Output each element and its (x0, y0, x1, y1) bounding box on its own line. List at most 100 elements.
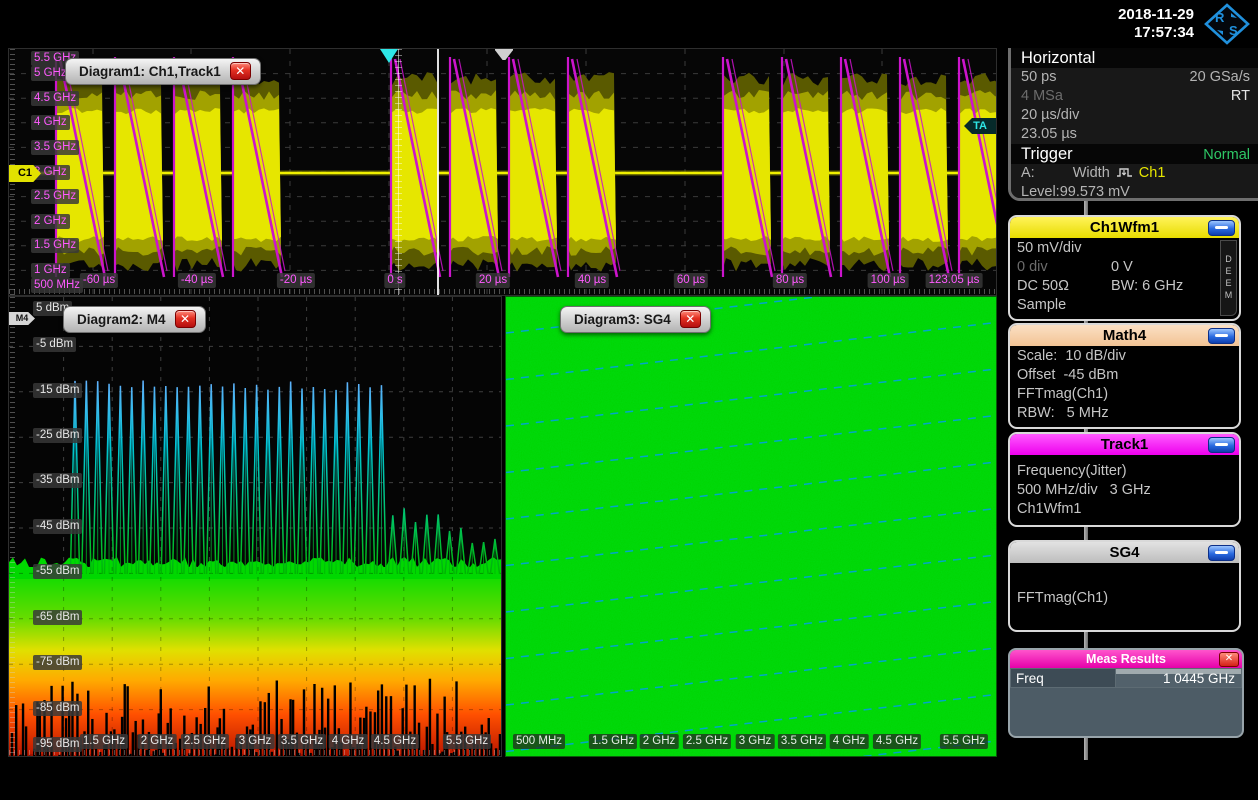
resolution-row[interactable]: 50 ps 20 GSa/s (1011, 68, 1258, 87)
diagram2[interactable]: Diagram2: M4 ✕ M4 5 dBm -5 dBm -15 dBm -25 … (8, 296, 502, 757)
position-row[interactable]: 23.05 µs (1011, 125, 1258, 144)
diagram2-tab[interactable]: Diagram2: M4 ✕ (63, 306, 206, 333)
track1-badge[interactable]: Track1 Frequency(Jitter) 500 MHz/div 3 G… (1008, 432, 1241, 527)
diagram1[interactable]: Diagram1: Ch1,Track1 ✕ C1 TA 5.5 GHz 5 GH… (8, 48, 997, 296)
sg4-expression: FFTmag(Ch1) (1017, 590, 1109, 606)
sg4-spectrogram (506, 297, 996, 756)
ch1-scale: 50 mV/div (1017, 240, 1082, 256)
math4-badge-header[interactable]: Math4 (1010, 325, 1239, 346)
diagram1-title: Diagram1: Ch1,Track1 (79, 63, 221, 79)
d3-x-label: 1.5 GHz (588, 734, 638, 749)
trigger-source-value: Ch1 (1138, 165, 1166, 181)
ch1wfm1-minimize-button[interactable] (1208, 220, 1235, 236)
d2-x-label: 1.5 GHz (79, 734, 129, 749)
acquisition-mode-value: RT (1230, 88, 1250, 104)
d3-x-label: 4 GHz (829, 734, 869, 749)
trigger-title: Trigger (1021, 145, 1073, 163)
d1-y-label: 4.5 GHz (31, 91, 80, 106)
math4-minimize-button[interactable] (1208, 328, 1235, 344)
track1-waveform: Ch1Wfm1 (1017, 501, 1082, 517)
d1-x-label: 60 µs (673, 273, 709, 288)
meas-label: Freq (1010, 668, 1116, 688)
diagram3-tab[interactable]: Diagram3: SG4 ✕ (560, 306, 711, 333)
track1-source: Frequency(Jitter) (1017, 463, 1127, 479)
d1-y-label: 4 GHz (31, 115, 70, 130)
c1-channel-marker[interactable]: C1 (9, 165, 41, 182)
d2-y-label: -65 dBm (33, 610, 83, 625)
math4-scale: Scale: 10 dB/div (1017, 348, 1126, 364)
trigger-source-row[interactable]: A: Width Ch1 (1011, 164, 1258, 183)
horizontal-trigger-panel[interactable]: Horizontal 50 ps 20 GSa/s 4 MSa RT 20 µs… (1008, 48, 1258, 201)
diagram3-title: Diagram3: SG4 (574, 311, 671, 327)
deembedding-tab[interactable]: DEEM (1220, 240, 1237, 316)
resolution-value: 50 ps (1021, 69, 1057, 85)
diagram3[interactable]: Diagram3: SG4 ✕ 500 MHz 1.5 GHz 2 GHz 2.5 G… (505, 296, 997, 757)
diagram2-close-button[interactable]: ✕ (174, 310, 196, 328)
time-scale-value: 20 µs/div (1021, 107, 1080, 123)
math4-expression: FFTmag(Ch1) (1017, 386, 1109, 402)
horizontal-header[interactable]: Horizontal (1011, 48, 1258, 68)
track1-minimize-button[interactable] (1208, 437, 1235, 453)
track1-badge-header[interactable]: Track1 (1010, 434, 1239, 455)
sg4-badge-title: SG4 (1109, 544, 1140, 561)
d2-x-label: 2.5 GHz (180, 734, 230, 749)
sg4-badge-header[interactable]: SG4 (1010, 542, 1239, 563)
d3-x-label: 5.5 GHz (939, 734, 989, 749)
time-scale-row[interactable]: 20 µs/div (1011, 106, 1258, 125)
record-length-row[interactable]: 4 MSa RT (1011, 87, 1258, 106)
d1-x-label: 0 s (384, 273, 406, 288)
diagram1-close-button[interactable]: ✕ (229, 62, 251, 80)
d2-y-label: -55 dBm (33, 564, 83, 579)
d2-y-label: -85 dBm (33, 701, 83, 716)
math4-badge[interactable]: Math4 Scale: 10 dB/div Offset -45 dBm FF… (1008, 323, 1241, 429)
diagram3-close-button[interactable]: ✕ (679, 310, 701, 328)
d1-bottom-ruler (9, 289, 996, 294)
d2-x-label: 3.5 GHz (277, 734, 327, 749)
meas-results-header[interactable]: Meas Results ✕ (1010, 650, 1242, 668)
trigger-mode-value: Normal (1203, 147, 1250, 163)
meas-results-panel[interactable]: Meas Results ✕ Freq 1 0445 GHz (1008, 648, 1244, 738)
d3-x-label: 500 MHz (512, 734, 566, 749)
meas-results-title: Meas Results (1086, 652, 1166, 666)
reference-point-marker[interactable] (495, 49, 513, 60)
d1-y-label: 1.5 GHz (31, 238, 80, 253)
ch1-position: 0 div (1017, 259, 1048, 275)
record-length-value: 4 MSa (1021, 88, 1063, 104)
meas-result-row: Freq 1 0445 GHz (1010, 668, 1242, 688)
d2-x-label: 4 GHz (328, 734, 368, 749)
diagram1-tab[interactable]: Diagram1: Ch1,Track1 ✕ (65, 58, 261, 85)
date-text: 2018-11-29 (1118, 6, 1194, 23)
meas-results-close-button[interactable]: ✕ (1219, 652, 1239, 667)
track1-scale: 500 MHz/div 3 GHz (1017, 482, 1151, 498)
trigger-position-marker[interactable] (380, 49, 398, 63)
d3-x-label: 3.5 GHz (777, 734, 827, 749)
ch1-bandwidth: BW: 6 GHz (1111, 278, 1184, 294)
d2-x-label: 5.5 GHz (442, 734, 492, 749)
d1-x-label: 80 µs (772, 273, 808, 288)
d2-y-label: -15 dBm (33, 383, 83, 398)
d1-x-label: 123.05 µs (925, 273, 983, 288)
trigger-level-row[interactable]: Level:99.573 mV (1011, 183, 1258, 198)
trigger-type-value: Width (1072, 165, 1110, 181)
d2-y-label: -95 dBm (33, 737, 83, 752)
m4-waveform-marker[interactable]: M4 (9, 312, 35, 325)
trigger-ruler-line[interactable] (398, 49, 399, 295)
horizontal-title: Horizontal (1021, 49, 1096, 67)
d1-x-label: 100 µs (867, 273, 909, 288)
sg4-badge[interactable]: SG4 FFTmag(Ch1) (1008, 540, 1241, 632)
svg-text:R: R (1215, 10, 1225, 25)
trigger-level-marker[interactable]: TA (964, 118, 996, 134)
trigger-sequence-label: A: (1021, 165, 1035, 181)
d1-y-label: 3 GHz (31, 165, 70, 180)
d2-x-label: 4.5 GHz (370, 734, 420, 749)
d3-x-label: 3 GHz (735, 734, 775, 749)
trigger-header[interactable]: Trigger Normal (1011, 144, 1258, 164)
d2-y-label: 5 dBm (33, 301, 73, 316)
width-trigger-icon (1116, 164, 1133, 183)
math4-offset: Offset -45 dBm (1017, 367, 1119, 383)
ch1wfm1-badge-header[interactable]: Ch1Wfm1 (1010, 217, 1239, 238)
sg4-minimize-button[interactable] (1208, 545, 1235, 561)
cursor-line[interactable] (437, 49, 439, 295)
ch1wfm1-badge[interactable]: Ch1Wfm1 50 mV/div 0 div 0 V DC 50Ω BW: 6… (1008, 215, 1241, 321)
clock: 2018-11-29 17:57:34 (1118, 6, 1194, 42)
